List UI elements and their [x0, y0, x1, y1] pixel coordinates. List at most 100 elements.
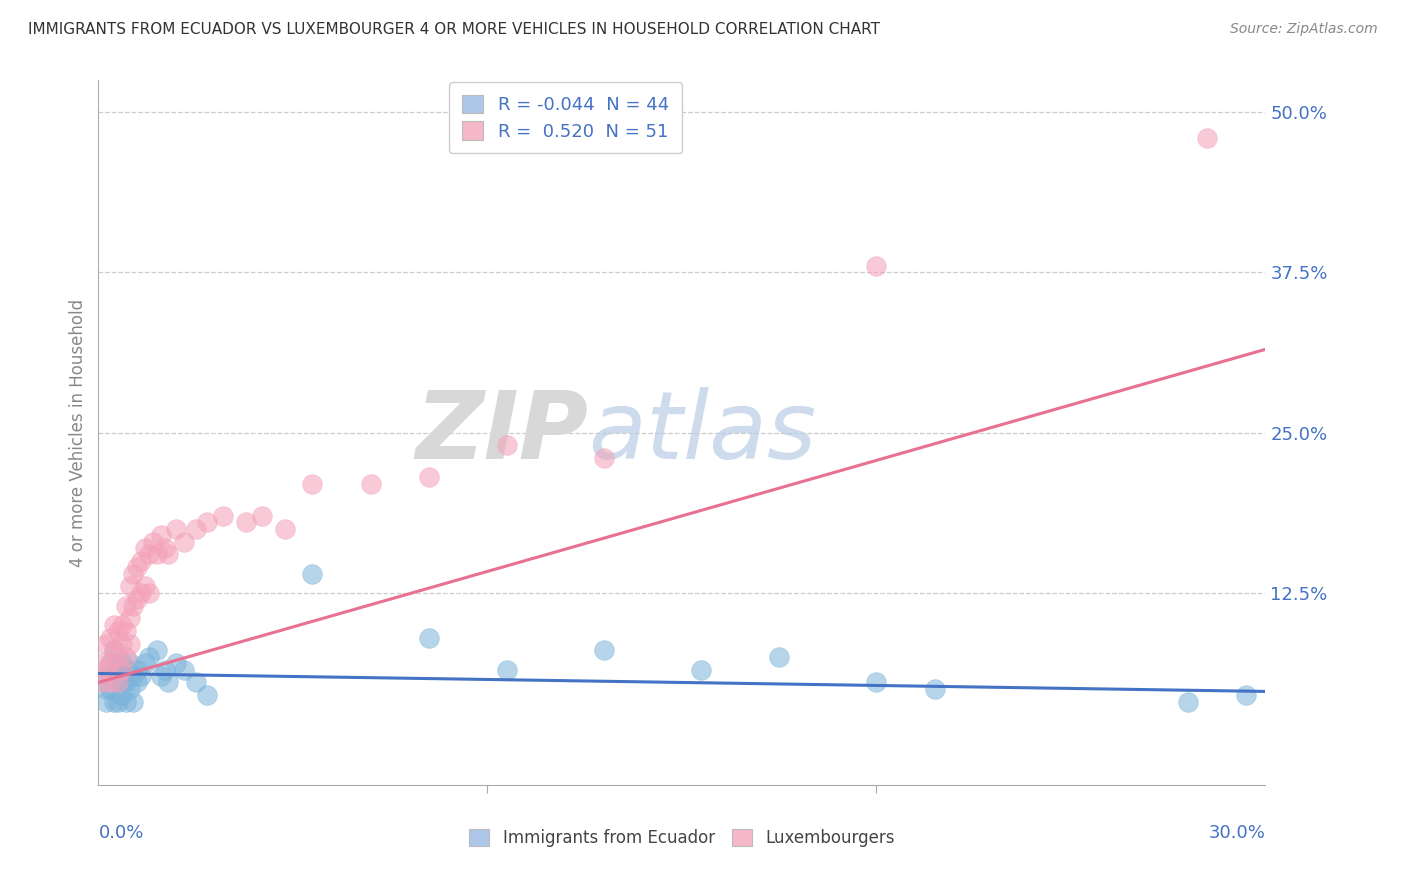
Point: [138, 586, 160, 600]
Point: [98, 669, 121, 683]
Point: [301, 566, 323, 581]
Point: [127, 675, 149, 690]
Point: [118, 657, 141, 671]
Point: [98, 657, 121, 671]
Point: [103, 695, 125, 709]
Point: [274, 522, 297, 536]
Point: [195, 688, 218, 702]
Point: [91, 675, 114, 690]
Point: [138, 547, 160, 561]
Point: [134, 579, 156, 593]
Point: [107, 649, 129, 664]
Point: [134, 541, 156, 555]
Point: [111, 657, 134, 671]
Point: [114, 649, 136, 664]
Point: [118, 637, 141, 651]
Point: [127, 663, 149, 677]
Point: [301, 476, 323, 491]
Point: [129, 586, 152, 600]
Point: [107, 657, 129, 671]
Point: [114, 663, 136, 677]
Point: [91, 657, 114, 671]
Point: [127, 592, 149, 607]
Point: [153, 541, 176, 555]
Point: [149, 528, 172, 542]
Point: [149, 669, 172, 683]
Y-axis label: 4 or more Vehicles in Household: 4 or more Vehicles in Household: [69, 299, 87, 566]
Point: [111, 617, 134, 632]
Point: [165, 657, 187, 671]
Point: [111, 637, 134, 651]
Point: [111, 663, 134, 677]
Point: [98, 681, 121, 696]
Point: [122, 695, 145, 709]
Point: [138, 649, 160, 664]
Point: [250, 508, 273, 523]
Point: [118, 681, 141, 696]
Point: [593, 643, 616, 657]
Point: [122, 566, 145, 581]
Legend: Immigrants from Ecuador, Luxembourgers: Immigrants from Ecuador, Luxembourgers: [463, 822, 901, 855]
Point: [91, 669, 114, 683]
Point: [103, 617, 125, 632]
Point: [103, 643, 125, 657]
Point: [111, 688, 134, 702]
Point: [118, 611, 141, 625]
Point: [122, 669, 145, 683]
Text: IMMIGRANTS FROM ECUADOR VS LUXEMBOURGER 4 OR MORE VEHICLES IN HOUSEHOLD CORRELAT: IMMIGRANTS FROM ECUADOR VS LUXEMBOURGER …: [28, 22, 880, 37]
Point: [1177, 695, 1199, 709]
Point: [865, 675, 887, 690]
Point: [96, 637, 118, 651]
Point: [173, 663, 195, 677]
Point: [142, 534, 165, 549]
Point: [593, 451, 616, 466]
Point: [165, 522, 187, 536]
Text: ZIP: ZIP: [416, 386, 589, 479]
Point: [98, 675, 121, 690]
Point: [98, 657, 121, 671]
Point: [1234, 688, 1257, 702]
Text: atlas: atlas: [589, 387, 817, 478]
Point: [114, 624, 136, 639]
Point: [173, 534, 195, 549]
Point: [111, 675, 134, 690]
Point: [768, 649, 790, 664]
Point: [122, 599, 145, 613]
Point: [107, 695, 129, 709]
Point: [153, 663, 176, 677]
Point: [96, 663, 118, 677]
Point: [212, 508, 235, 523]
Point: [360, 476, 382, 491]
Point: [129, 669, 152, 683]
Point: [114, 695, 136, 709]
Point: [195, 516, 218, 530]
Point: [114, 675, 136, 690]
Point: [235, 516, 257, 530]
Point: [134, 657, 156, 671]
Text: Source: ZipAtlas.com: Source: ZipAtlas.com: [1230, 22, 1378, 37]
Point: [865, 259, 887, 273]
Point: [114, 599, 136, 613]
Point: [496, 663, 519, 677]
Point: [418, 470, 440, 484]
Point: [157, 675, 180, 690]
Point: [98, 631, 121, 645]
Point: [96, 681, 118, 696]
Point: [107, 669, 129, 683]
Point: [418, 631, 440, 645]
Point: [103, 643, 125, 657]
Point: [127, 560, 149, 574]
Point: [924, 681, 946, 696]
Point: [107, 675, 129, 690]
Point: [690, 663, 713, 677]
Point: [118, 579, 141, 593]
Point: [129, 554, 152, 568]
Point: [146, 643, 169, 657]
Text: 0.0%: 0.0%: [98, 823, 143, 842]
Point: [157, 547, 180, 561]
Point: [496, 438, 519, 452]
Point: [184, 522, 207, 536]
Point: [146, 547, 169, 561]
Point: [1195, 131, 1218, 145]
Point: [184, 675, 207, 690]
